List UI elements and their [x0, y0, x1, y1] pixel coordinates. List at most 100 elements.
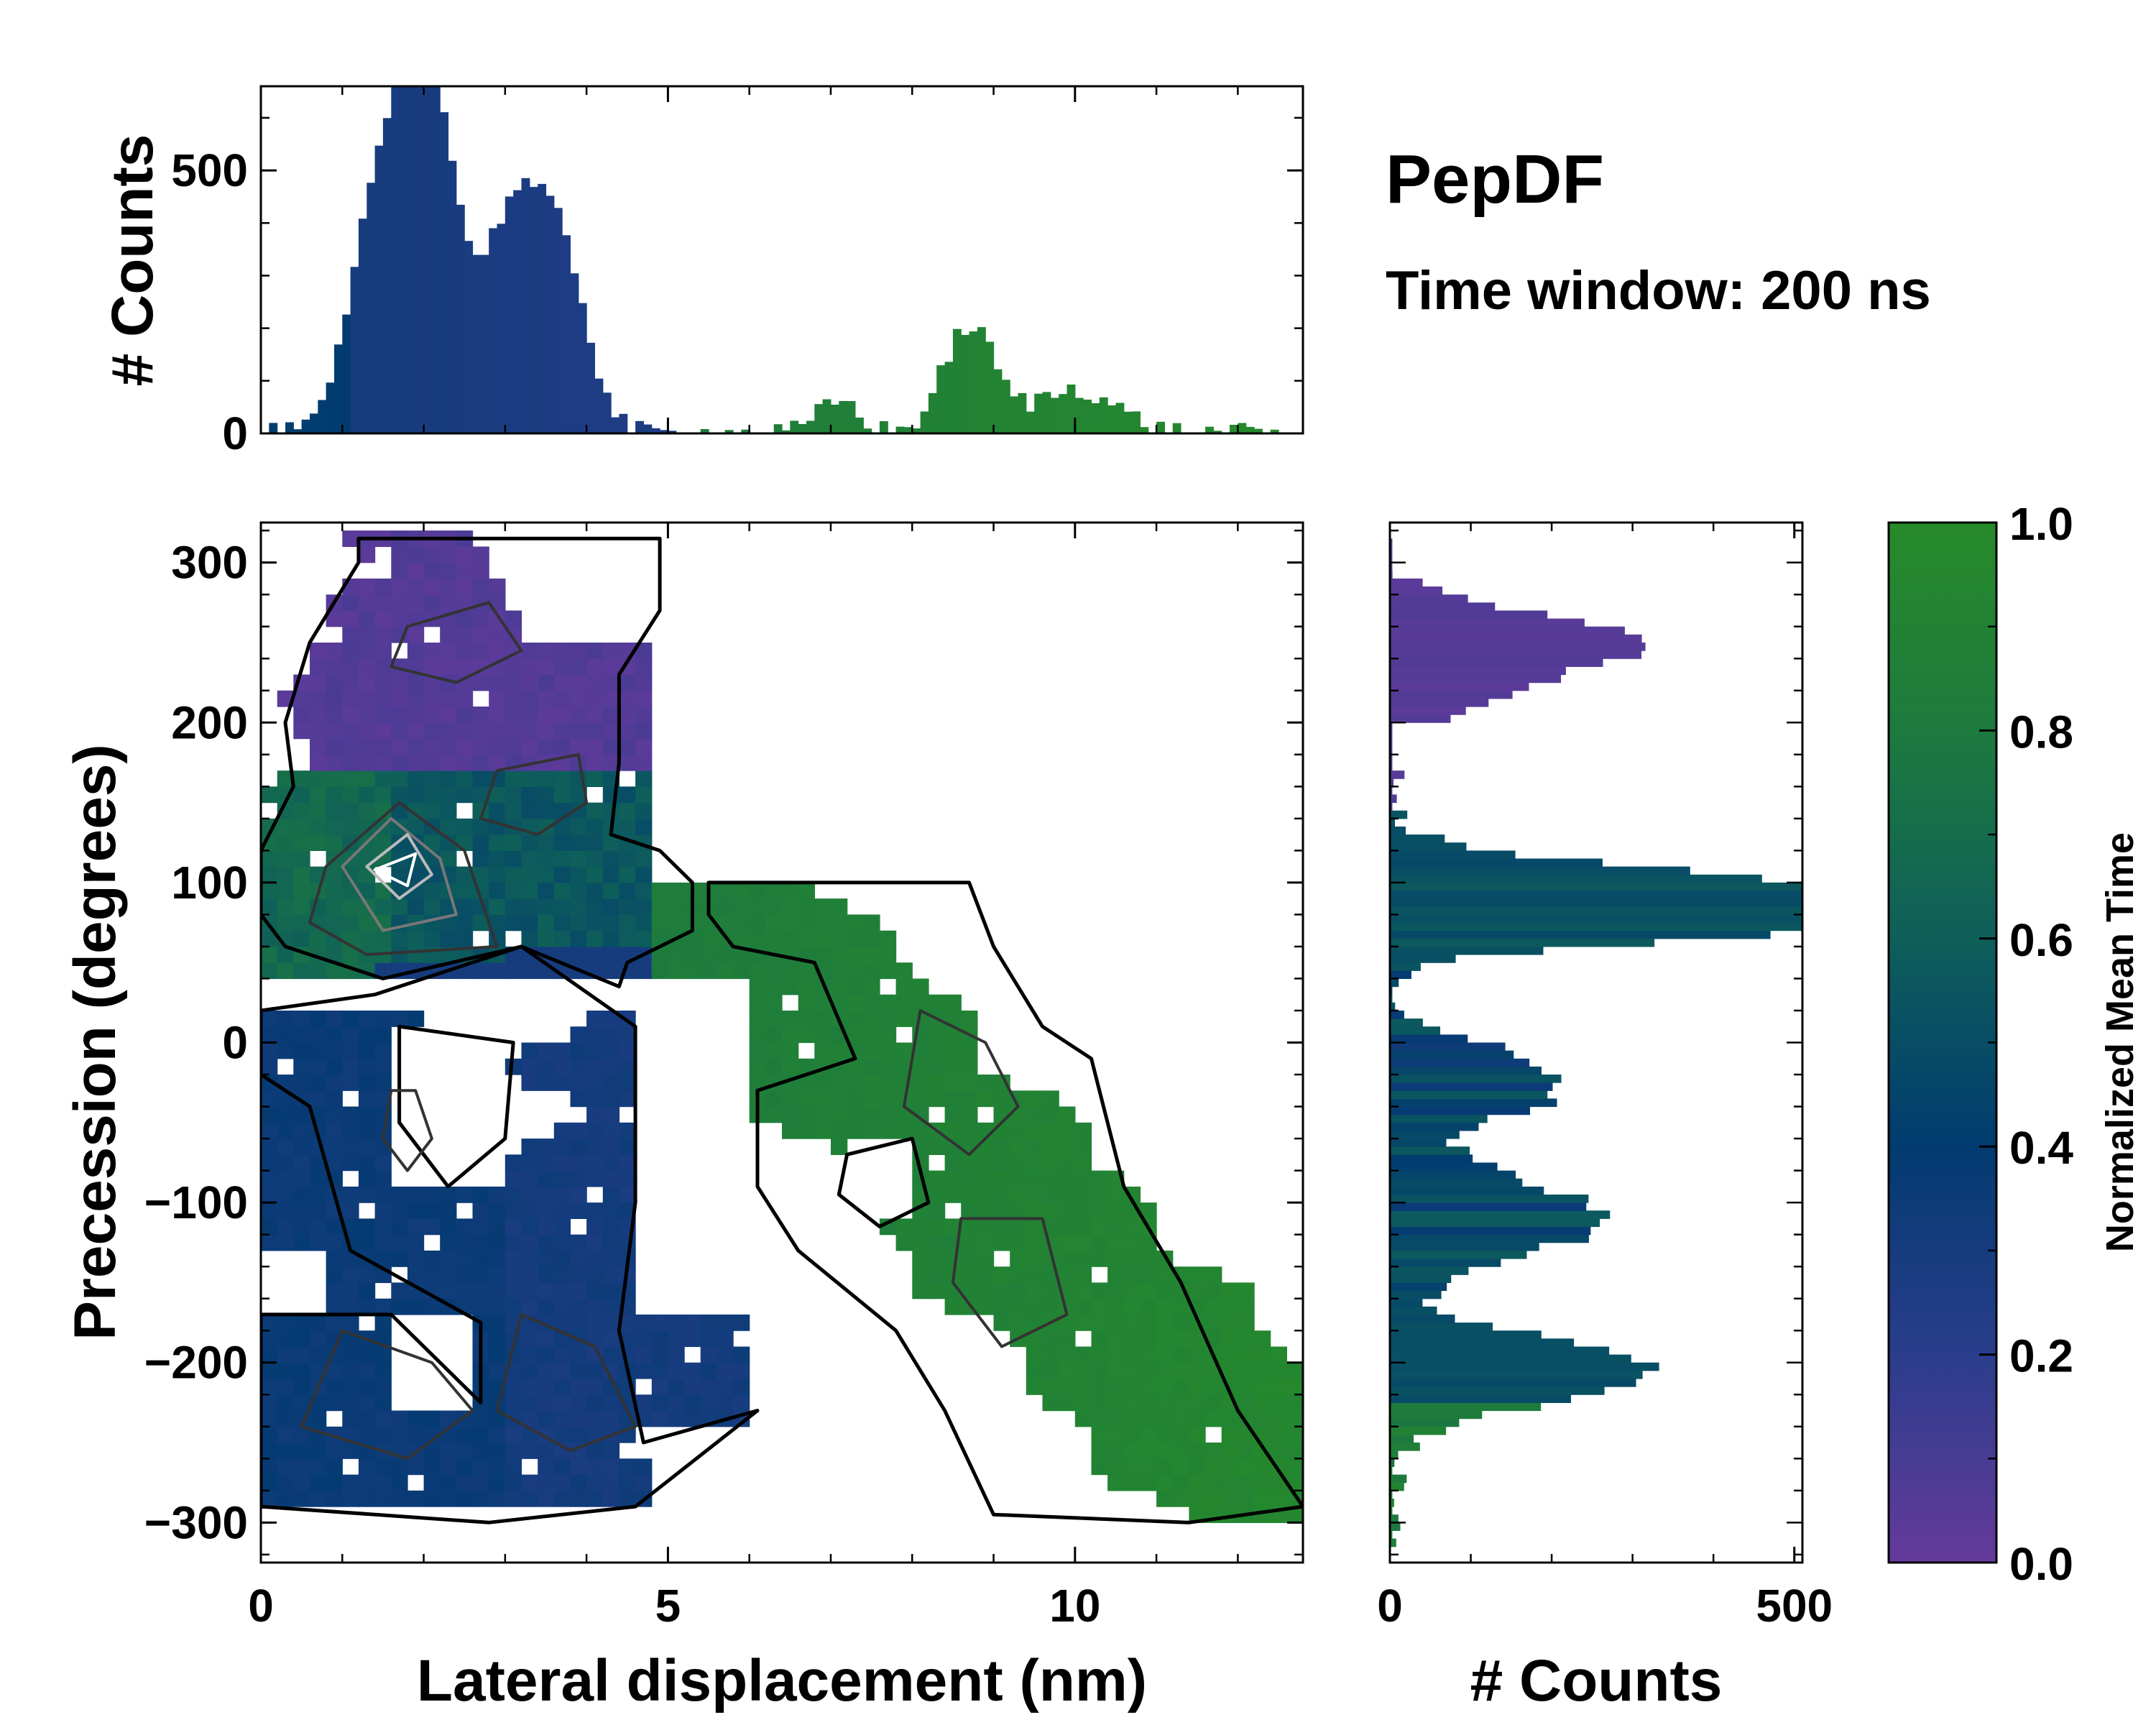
hist2d-cell [749, 978, 766, 995]
hist2d-cell [733, 898, 750, 915]
hist2d-cell [733, 962, 750, 980]
right-hist-bar [1390, 1434, 1414, 1443]
hist2d-cell [505, 786, 522, 804]
hist2d-cell [358, 1266, 376, 1284]
hist2d-cell [570, 1138, 587, 1155]
hist2d-cell [358, 1026, 376, 1044]
hist2d-cell [1091, 1379, 1108, 1395]
hist2d-cell [553, 1379, 571, 1395]
hist2d-cell [765, 1090, 783, 1108]
hist2d-cell [944, 1218, 962, 1236]
hist2d-cell [602, 1138, 620, 1155]
hist2d-cell [1172, 1474, 1189, 1491]
hist2d-cell [1074, 1346, 1092, 1363]
hist2d-cell [831, 946, 848, 963]
hist2d-cell [1042, 1154, 1059, 1172]
hist2d-cell [521, 1075, 538, 1091]
right-hist-bar [1390, 1026, 1440, 1035]
hist2d-cell [586, 1138, 604, 1155]
hist2d-cell [1091, 1186, 1108, 1203]
hist2d-cell [310, 1234, 327, 1251]
hist2d-cell [391, 1202, 408, 1219]
hist2d-cell [831, 1090, 848, 1108]
hist2d-cell [912, 1266, 929, 1284]
hist2d-cell [1107, 1474, 1125, 1491]
hist2d-cell [944, 994, 962, 1011]
hist2d-cell [1010, 1298, 1027, 1315]
hist2d-cell [961, 1202, 978, 1219]
hist2d-cell [1026, 1202, 1044, 1219]
hist2d-cell [456, 834, 474, 851]
hist2d-cell [1140, 1458, 1157, 1476]
hist2d-cell [538, 674, 555, 691]
hist2d-cell [863, 1090, 880, 1108]
hist2d-cell [553, 1426, 571, 1443]
hist2d-cell [326, 1314, 343, 1331]
hist2d-cell [277, 1234, 294, 1251]
hist2d-cell [570, 1234, 587, 1251]
hist2d-cell [1123, 1443, 1141, 1459]
hist2d-cell [1189, 1266, 1206, 1284]
hist2d-cell [1059, 1330, 1076, 1348]
hist2d-cell [1254, 1394, 1271, 1412]
hist2d-cell [961, 1090, 978, 1108]
hist2d-cell [733, 914, 750, 932]
hist2d-cell [1042, 1106, 1059, 1123]
hist2d-cell [1156, 1426, 1174, 1443]
hist2d-cell [472, 850, 489, 868]
hist2d-cell [277, 1458, 294, 1476]
right-hist-bar [1390, 1218, 1600, 1228]
hist2d-cell [553, 930, 571, 947]
hist2d-cell [749, 1026, 766, 1044]
hist2d-cell [489, 1330, 506, 1348]
hist2d-cell [374, 1026, 392, 1044]
hist2d-cell [831, 898, 848, 915]
hist2d-cell [570, 1075, 587, 1091]
hist2d-cell [391, 610, 408, 627]
hist2d-cell [440, 1443, 457, 1459]
hist2d-cell [1205, 1282, 1222, 1300]
hist2d-cell [553, 1298, 571, 1315]
hist2d-cell [1189, 1506, 1206, 1523]
hist2d-cell [293, 1058, 310, 1075]
y-tick-label: 100 [171, 857, 248, 908]
hist2d-cell [847, 1106, 864, 1123]
hist2d-cell [619, 786, 636, 804]
hist2d-cell [521, 834, 538, 851]
hist2d-cell [993, 1138, 1010, 1155]
top-hist-bar [374, 145, 384, 433]
hist2d-cell [700, 1379, 717, 1395]
hist2d-cell [602, 1042, 620, 1059]
hist2d-cell [1221, 1410, 1238, 1427]
hist2d-cell [553, 770, 571, 787]
hist2d-cell [993, 1090, 1010, 1108]
right-hist-bar [1390, 1090, 1548, 1099]
hist2d-cell [310, 1075, 327, 1091]
hist2d-cell [358, 770, 376, 787]
hist2d-cell [505, 1490, 522, 1507]
hist2d-cell [521, 690, 538, 707]
hist2d-cell [1123, 1346, 1141, 1363]
hist2d-cell [602, 1090, 620, 1108]
hist2d-cell [586, 707, 604, 723]
hist2d-cell [277, 1346, 294, 1363]
hist2d-cell [293, 690, 310, 707]
hist2d-cell [538, 1346, 555, 1363]
hist2d-cell [602, 1154, 620, 1172]
hist2d-cell [635, 674, 653, 691]
contour-line [902, 1009, 1020, 1156]
hist2d-cell [1091, 1202, 1108, 1219]
hist2d-cell [553, 722, 571, 740]
hist2d-cell [651, 1394, 669, 1412]
hist2d-cell [1123, 1474, 1141, 1491]
right-hist-bar [1390, 1011, 1404, 1019]
hist2d-cell [472, 962, 489, 980]
right-hist-bar [1390, 610, 1548, 620]
hist2d-cell [553, 707, 571, 723]
hist2d-cell [602, 1330, 620, 1348]
hist2d-cell [668, 1362, 685, 1379]
colorbar-gradient [1887, 521, 1998, 1564]
right-hist-bar [1390, 1018, 1423, 1027]
hist2d-cell [472, 562, 489, 579]
hist2d-cell [358, 690, 376, 707]
